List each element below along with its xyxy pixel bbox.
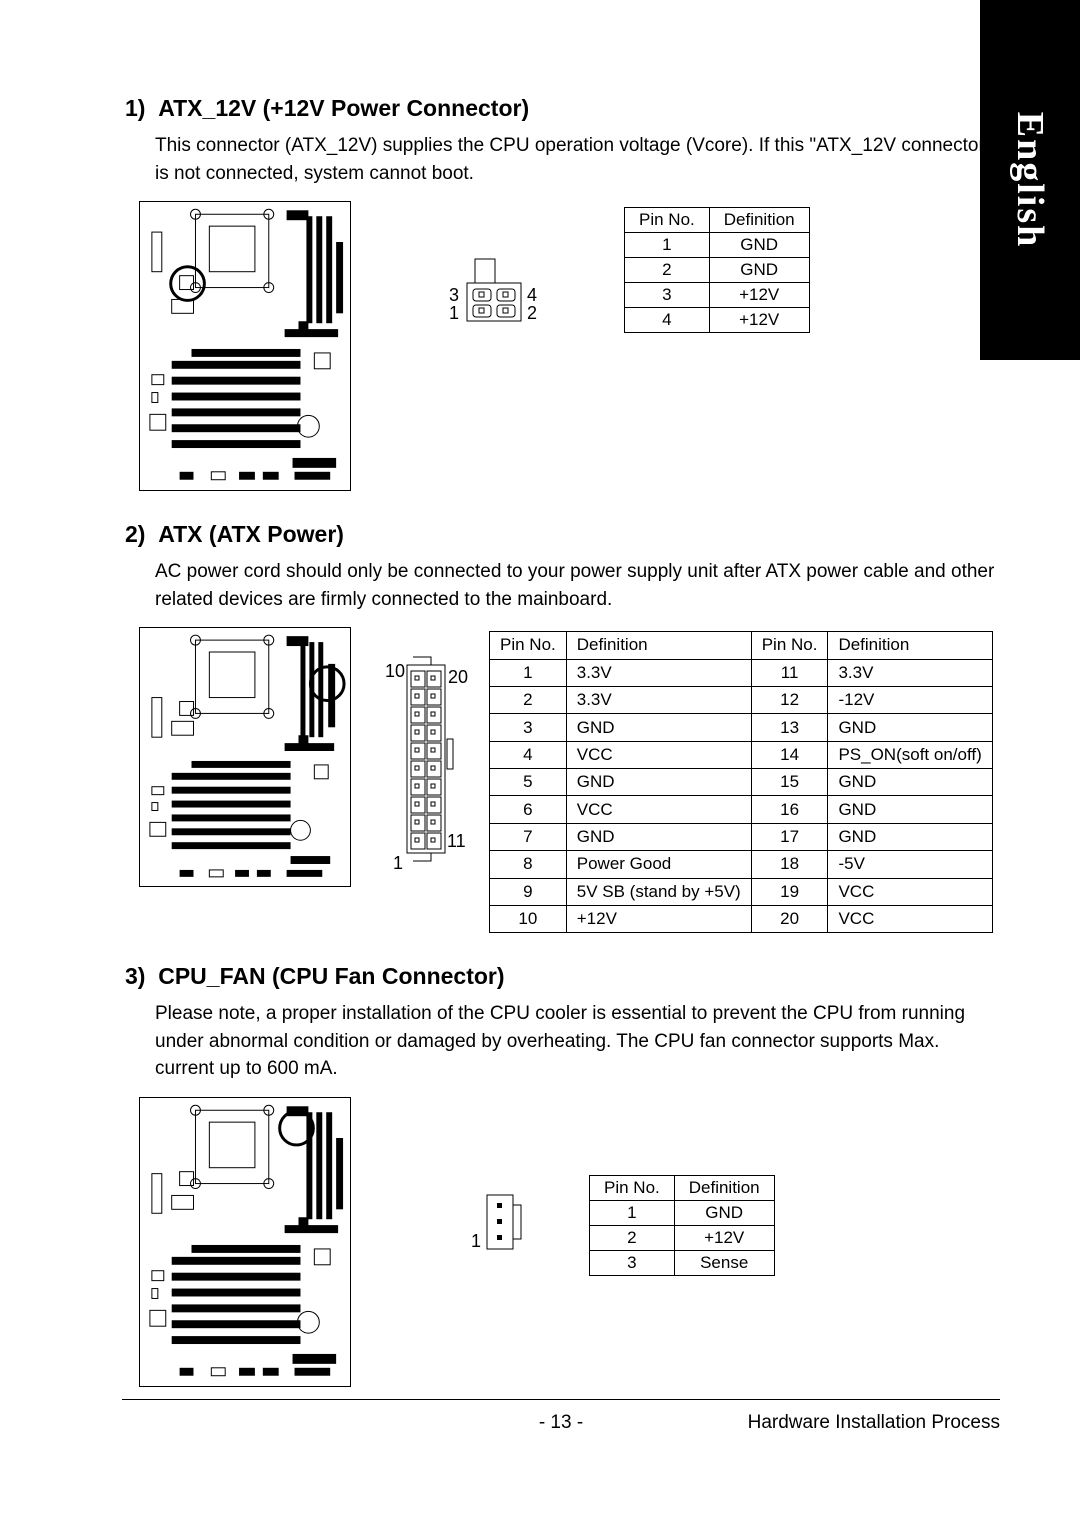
pin-table-atx20: Pin No. Definition Pin No. Definition 13… [489,631,993,933]
pin-label: 10 [385,661,405,682]
page-footer: - 13 - Hardware Installation Process [122,1412,1000,1434]
section-heading: 3) CPU_FAN (CPU Fan Connector) [125,963,995,990]
connector-atx20-diagram: 10 20 1 11 [383,645,465,875]
section-number: 2) [125,521,145,547]
table-row: 6VCC16GND [490,796,993,823]
footer-section: Hardware Installation Process [748,1412,1000,1434]
table-header-row: Pin No. Definition [625,208,810,233]
page-content: 1) ATX_12V (+12V Power Connector) This c… [125,95,995,1417]
th: Pin No. [625,208,710,233]
table-row: 8Power Good18-5V [490,851,993,878]
pin-label: 20 [448,667,468,688]
motherboard-diagram [139,1097,351,1387]
table-row: 13.3V113.3V [490,659,993,686]
section-title: ATX (ATX Power) [158,521,344,547]
table-header-row: Pin No. Definition [590,1175,775,1200]
language-label: English [1008,112,1052,249]
pin-table-atx12v: Pin No. Definition 1GND 2GND 3+12V 4+12V [624,207,810,333]
section-cpu-fan: 3) CPU_FAN (CPU Fan Connector) Please no… [125,963,995,1387]
table-row: 1GND [590,1200,775,1225]
table-header-row: Pin No. Definition Pin No. Definition [490,632,993,659]
pin-label: 1 [449,303,459,324]
section-number: 1) [125,95,145,121]
section-title: ATX_12V (+12V Power Connector) [158,95,529,121]
table-row: 3+12V [625,283,810,308]
section-heading: 1) ATX_12V (+12V Power Connector) [125,95,995,122]
section-body: Please note, a proper installation of th… [155,1000,995,1083]
table-row: 2+12V [590,1225,775,1250]
connector-atx12v-diagram: 3 4 1 2 [435,245,550,335]
motherboard-diagram [139,201,351,491]
table-row: 4+12V [625,308,810,333]
section-title: CPU_FAN (CPU Fan Connector) [158,963,504,989]
section-number: 3) [125,963,145,989]
table-row: 5GND15GND [490,769,993,796]
motherboard-diagram [139,627,351,887]
section-body: AC power cord should only be connected t… [155,558,995,613]
page-number: - 13 - [539,1412,583,1434]
section-heading: 2) ATX (ATX Power) [125,521,995,548]
table-row: 7GND17GND [490,823,993,850]
pin-table-cpufan: Pin No. Definition 1GND 2+12V 3Sense [589,1175,775,1276]
table-row: 3Sense [590,1250,775,1275]
table-row: 2GND [625,258,810,283]
mobo-svg [140,1098,350,1386]
table-row: 1GND [625,233,810,258]
pin-label: 1 [471,1231,481,1252]
section-atx-12v: 1) ATX_12V (+12V Power Connector) This c… [125,95,995,491]
mobo-svg [140,628,350,886]
footer-rule [122,1399,1000,1400]
section-atx-power: 2) ATX (ATX Power) AC power cord should … [125,521,995,933]
section-body: This connector (ATX_12V) supplies the CP… [155,132,995,187]
table-row: 10+12V20VCC [490,905,993,932]
connector-cpufan-diagram: 1 [455,1181,545,1261]
table-row: 23.3V12-12V [490,686,993,713]
table-row: 3GND13GND [490,714,993,741]
pin-label: 2 [527,303,537,324]
pin-label: 1 [393,853,403,874]
table-row: 4VCC14PS_ON(soft on/off) [490,741,993,768]
language-tab: English [980,0,1080,360]
pin-label: 11 [447,831,466,852]
table-row: 95V SB (stand by +5V)19VCC [490,878,993,905]
th: Definition [709,208,809,233]
mobo-svg [140,202,350,490]
